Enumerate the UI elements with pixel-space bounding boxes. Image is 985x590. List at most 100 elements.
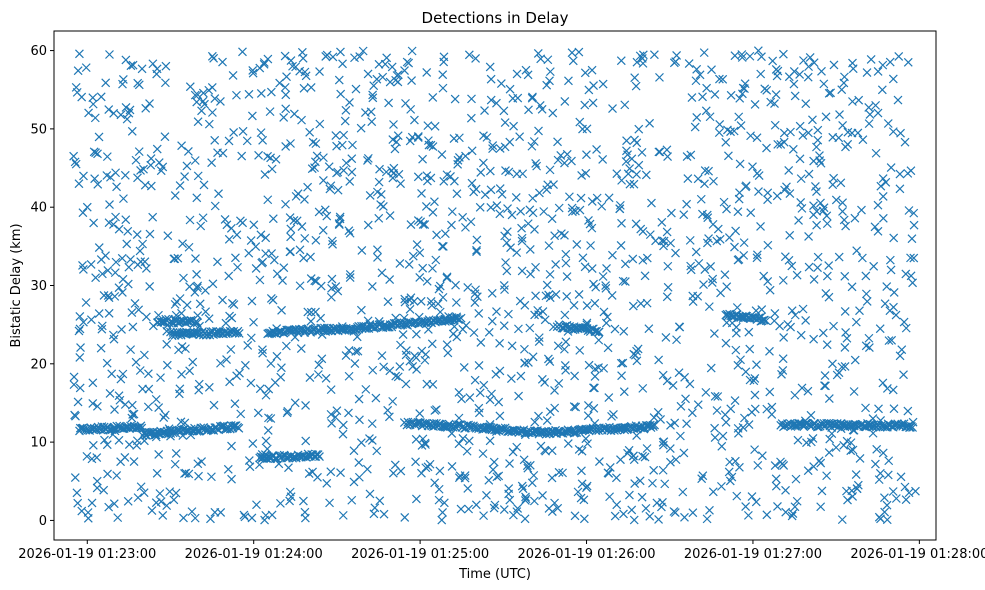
data-point [582, 318, 592, 328]
data-point [714, 128, 724, 138]
data-point [485, 420, 495, 429]
data-point [540, 315, 550, 325]
data-point [601, 281, 611, 290]
data-point [686, 261, 696, 271]
data-point [132, 230, 142, 240]
data-point [787, 306, 797, 316]
data-point [104, 502, 114, 512]
data-point [545, 269, 555, 279]
data-point [215, 97, 225, 106]
data-point [569, 300, 579, 310]
data-point [478, 158, 488, 168]
data-point [533, 48, 543, 58]
data-point [126, 61, 136, 71]
data-point [766, 97, 776, 107]
data-point [442, 273, 452, 283]
data-point [737, 50, 747, 59]
data-point [305, 373, 315, 382]
data-point [819, 203, 829, 213]
data-point [649, 50, 659, 60]
data-point [899, 370, 908, 380]
data-point [872, 444, 882, 454]
data-point [97, 269, 107, 279]
data-point [772, 191, 782, 201]
data-point [884, 336, 894, 346]
data-point [904, 206, 914, 215]
data-point [457, 394, 466, 404]
data-point [706, 262, 716, 271]
data-point [255, 275, 265, 285]
data-point [298, 53, 308, 63]
data-point [75, 49, 84, 59]
data-point [886, 265, 896, 275]
data-point [864, 333, 874, 343]
data-point [464, 50, 474, 60]
data-point [539, 207, 549, 216]
data-point [577, 479, 587, 489]
data-point [885, 255, 895, 265]
data-point [804, 169, 814, 179]
data-point [542, 80, 552, 90]
data-point [680, 512, 689, 522]
data-point [654, 147, 664, 157]
data-point [837, 362, 847, 372]
data-point [901, 269, 911, 279]
data-point [452, 189, 462, 199]
data-point [218, 148, 228, 158]
data-point [580, 68, 590, 78]
data-point [795, 70, 805, 79]
data-point [229, 128, 239, 137]
data-point [90, 113, 100, 123]
data-point [574, 289, 584, 299]
data-point [788, 144, 798, 154]
data-point [622, 136, 631, 146]
data-point [594, 327, 604, 337]
data-point [193, 281, 203, 291]
data-point [512, 169, 522, 179]
data-point [238, 47, 247, 57]
data-point [710, 423, 720, 433]
data-point [248, 68, 258, 78]
data-point [897, 419, 907, 429]
data-point [835, 110, 844, 119]
data-point [257, 345, 267, 355]
data-point [523, 70, 533, 80]
data-point [545, 357, 555, 366]
data-point [281, 90, 291, 100]
data-point [434, 484, 444, 494]
data-point [761, 316, 771, 326]
data-point [248, 65, 258, 75]
data-point [225, 377, 235, 387]
data-point [746, 131, 756, 141]
data-point [415, 409, 425, 418]
data-point [290, 398, 300, 408]
data-point [146, 181, 156, 191]
data-point [704, 166, 713, 176]
data-point [420, 355, 430, 365]
data-point [432, 230, 442, 240]
data-point [882, 422, 892, 432]
data-point [180, 172, 190, 181]
data-point [472, 245, 481, 255]
data-point [405, 136, 415, 146]
data-point [251, 242, 261, 252]
data-point [557, 428, 566, 438]
data-point [515, 132, 525, 142]
data-point [567, 203, 577, 213]
data-point [415, 272, 425, 282]
data-point [508, 447, 518, 457]
data-point [817, 66, 826, 76]
data-point [534, 333, 544, 343]
data-point [143, 402, 153, 412]
data-point [873, 67, 883, 76]
data-point [534, 337, 544, 347]
data-point [495, 184, 505, 194]
data-point [801, 99, 811, 109]
data-point [137, 423, 147, 433]
data-point [486, 74, 496, 84]
data-point [624, 490, 634, 500]
data-point [624, 445, 634, 455]
data-point [341, 105, 351, 115]
data-point [348, 140, 357, 150]
